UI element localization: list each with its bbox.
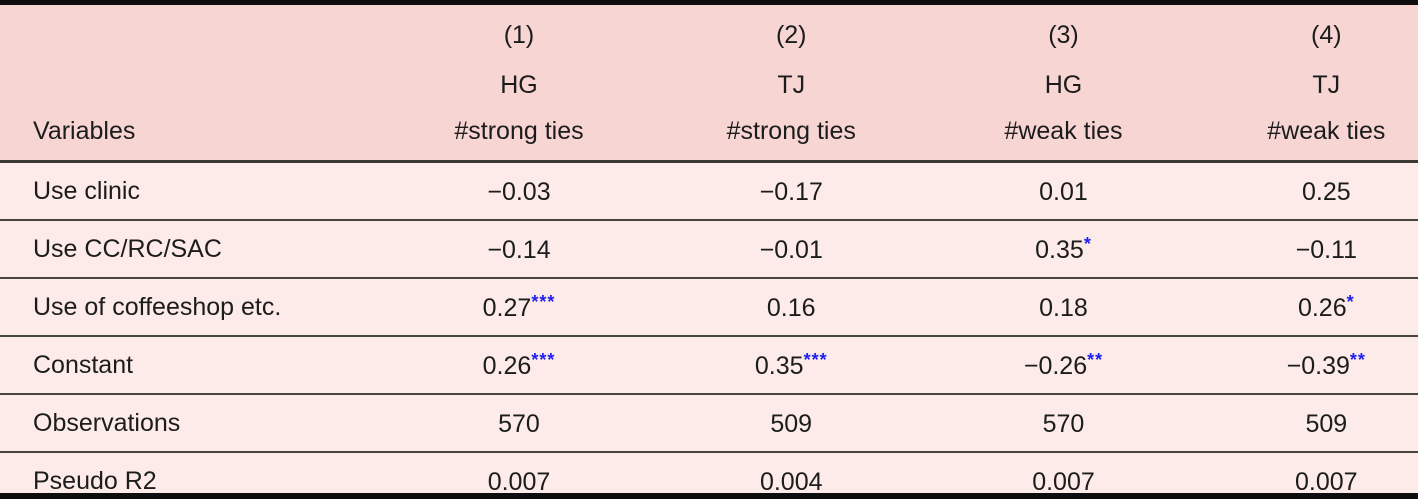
cell-value: −0.14 (382, 220, 656, 278)
significance-stars: *** (531, 291, 556, 312)
cell-value: 0.16 (655, 278, 928, 336)
column-measure: #weak ties (1199, 108, 1418, 162)
cell-value: 0.007 (382, 452, 656, 493)
column-group: TJ (655, 62, 928, 108)
table-row: Use of coffeeshop etc. 0.27*** 0.16 0.18… (0, 278, 1418, 336)
column-number: (3) (927, 5, 1200, 62)
cell-value: 0.25 (1199, 161, 1418, 220)
variables-header: Variables (0, 108, 383, 162)
table: (1) (2) (3) (4) HG TJ HG TJ Variables #s… (0, 5, 1418, 493)
header-row-model-numbers: (1) (2) (3) (4) (0, 5, 1418, 62)
cell-value: −0.03 (382, 161, 656, 220)
significance-stars: ** (1349, 349, 1366, 370)
table-row: Observations 570 509 570 509 (0, 394, 1418, 452)
column-measure: #strong ties (382, 108, 656, 162)
table-row: Use CC/RC/SAC −0.14 −0.01 0.35* −0.11 (0, 220, 1418, 278)
significance-stars: *** (531, 349, 556, 370)
cell-value: 0.26* (1199, 278, 1418, 336)
cell-value: 0.27*** (382, 278, 656, 336)
cell-value: 509 (655, 394, 928, 452)
table-body: Use clinic −0.03 −0.17 0.01 0.25 Use CC/… (0, 161, 1418, 493)
header-spacer (0, 5, 383, 62)
cell-value: 0.004 (655, 452, 928, 493)
significance-stars: *** (803, 349, 828, 370)
table-row: Constant 0.26*** 0.35*** −0.26** −0.39** (0, 336, 1418, 394)
cell-value: −0.26** (927, 336, 1200, 394)
header-spacer (0, 62, 383, 108)
cell-value: 0.35* (927, 220, 1200, 278)
column-number: (1) (382, 5, 656, 62)
cell-value: −0.11 (1199, 220, 1418, 278)
cell-value: 0.26*** (382, 336, 656, 394)
row-label: Constant (0, 336, 383, 394)
table-row: Pseudo R2 0.007 0.004 0.007 0.007 (0, 452, 1418, 493)
column-group: HG (382, 62, 656, 108)
significance-stars: ** (1087, 349, 1104, 370)
row-label: Use of coffeeshop etc. (0, 278, 383, 336)
cell-value: −0.01 (655, 220, 928, 278)
row-label: Pseudo R2 (0, 452, 383, 493)
column-measure: #strong ties (655, 108, 928, 162)
cell-value: 0.007 (1199, 452, 1418, 493)
header-row-measures: Variables #strong ties #strong ties #wea… (0, 108, 1418, 162)
header-row-groups: HG TJ HG TJ (0, 62, 1418, 108)
significance-stars: * (1083, 233, 1092, 254)
cell-value: 570 (382, 394, 656, 452)
cell-value: 570 (927, 394, 1200, 452)
table-header: (1) (2) (3) (4) HG TJ HG TJ Variables #s… (0, 5, 1418, 162)
cell-value: −0.39** (1199, 336, 1418, 394)
row-label: Use CC/RC/SAC (0, 220, 383, 278)
cell-value: 509 (1199, 394, 1418, 452)
significance-stars: * (1346, 291, 1355, 312)
cell-value: 0.007 (927, 452, 1200, 493)
table-row: Use clinic −0.03 −0.17 0.01 0.25 (0, 161, 1418, 220)
column-number: (2) (655, 5, 928, 62)
cell-value: 0.01 (927, 161, 1200, 220)
column-number: (4) (1199, 5, 1418, 62)
column-group: TJ (1199, 62, 1418, 108)
cell-value: 0.35*** (655, 336, 928, 394)
column-group: HG (927, 62, 1200, 108)
row-label: Use clinic (0, 161, 383, 220)
column-measure: #weak ties (927, 108, 1200, 162)
cell-value: 0.18 (927, 278, 1200, 336)
row-label: Observations (0, 394, 383, 452)
cell-value: −0.17 (655, 161, 928, 220)
